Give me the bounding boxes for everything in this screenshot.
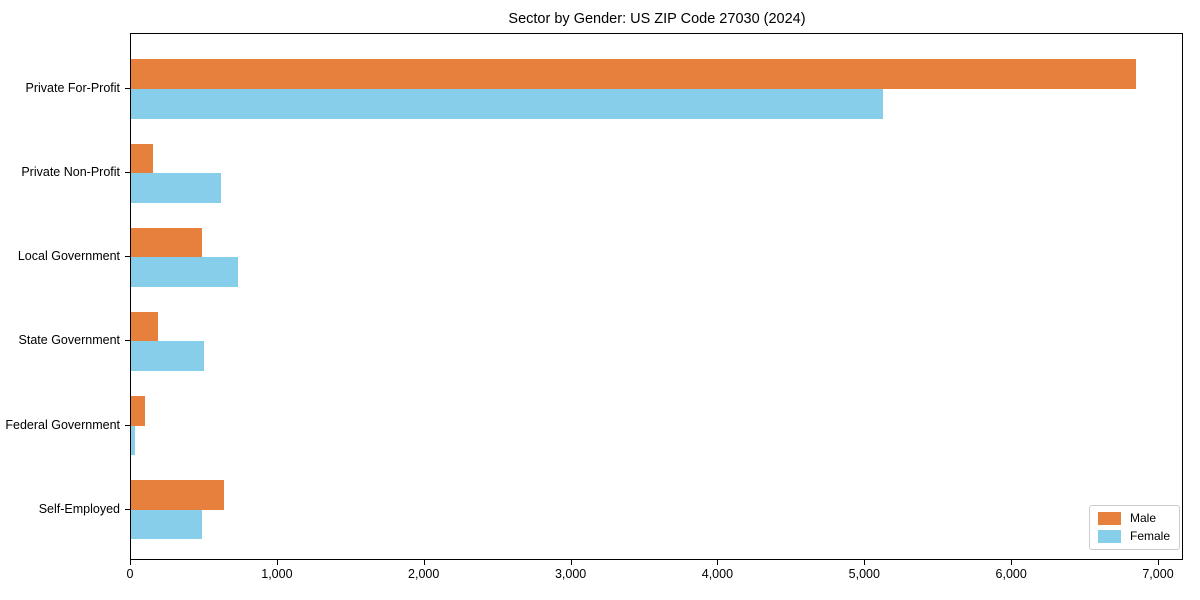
x-axis-tick (423, 560, 425, 565)
y-axis-label-federal-government: Federal Government (5, 417, 120, 432)
bar-private-for-profit-male (131, 59, 1136, 89)
bar-federal-government-male (131, 396, 145, 426)
male-series-swatch (1098, 512, 1121, 525)
bar-private-for-profit-female (131, 89, 883, 119)
y-axis-tick (125, 424, 130, 426)
bar-local-government-male (131, 227, 203, 258)
x-axis-tick (864, 560, 866, 565)
x-axis-tick (130, 560, 131, 565)
x-axis-tick (276, 560, 278, 565)
bar-local-government-female (131, 257, 239, 287)
female-series-swatch (1098, 530, 1121, 543)
x-axis-label-3-000: 3,000 (554, 567, 587, 581)
y-axis-tick (125, 340, 130, 342)
y-axis-tick (125, 256, 130, 258)
y-axis-label-private-non-profit: Private Non-Profit (21, 165, 120, 180)
bar-state-government-male (131, 311, 159, 342)
x-axis-label-0: 0 (126, 567, 134, 581)
plot-area (130, 33, 1183, 560)
legend: Male Female (1089, 505, 1180, 550)
x-axis-tick (717, 560, 719, 565)
y-axis-tick (125, 508, 130, 510)
y-axis-label-self-employed: Self-Employed (38, 501, 120, 516)
bar-self-employed-male (131, 480, 225, 510)
x-axis-label-2-000: 2,000 (408, 567, 440, 581)
legend-item-male: Male (1098, 512, 1171, 525)
y-axis-label-local-government: Local Government (17, 249, 120, 264)
x-axis-label-1-000: 1,000 (261, 567, 293, 581)
chart-title: Sector by Gender: US ZIP Code 27030 (202… (508, 11, 806, 27)
x-axis-label-6-000: 6,000 (995, 567, 1027, 581)
bar-state-government-female (131, 341, 204, 371)
legend-label-male: Male (1130, 511, 1157, 525)
bar-private-non-profit-female (131, 173, 221, 203)
bar-self-employed-female (131, 509, 203, 540)
y-axis-tick (125, 172, 130, 174)
x-axis-label-7-000: 7,000 (1142, 567, 1174, 581)
x-axis-tick (570, 560, 572, 565)
x-axis-label-4-000: 4,000 (701, 567, 734, 581)
x-axis-label-5-000: 5,000 (848, 567, 880, 581)
bar-private-non-profit-male (131, 143, 153, 174)
legend-label-female: Female (1130, 529, 1171, 543)
y-axis-label-private-for-profit: Private For-Profit (25, 81, 120, 95)
y-axis-tick (125, 88, 130, 89)
x-axis-tick (1011, 560, 1013, 565)
x-axis-tick (1158, 560, 1159, 565)
legend-item-female: Female (1098, 530, 1171, 543)
y-axis-label-state-government: State Government (18, 333, 120, 348)
bar-federal-government-female (131, 425, 135, 456)
